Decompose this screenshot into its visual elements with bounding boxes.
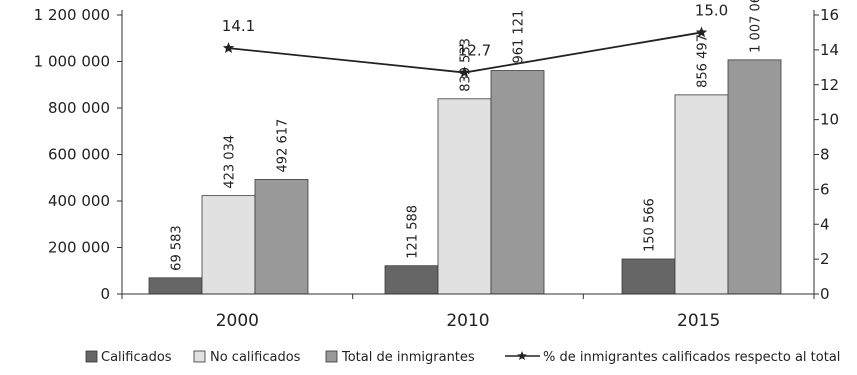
percent-star-marker: [223, 42, 234, 53]
left-tick-label: 400 000: [48, 192, 110, 210]
bar-no-calificados-2010: [438, 99, 491, 294]
line-layer: 14.1 12.7 15.0: [222, 1, 728, 77]
bar-value-label: 1 007 063: [749, 0, 764, 53]
bar-value-label: 69 583: [170, 225, 185, 271]
legend: Calificados No calificados Total de inmi…: [86, 350, 840, 365]
bar-value-label: 150 566: [643, 198, 658, 252]
left-tick-label: 600 000: [48, 146, 110, 164]
right-tick-label: 12: [820, 76, 839, 94]
bar-value-label: 423 034: [223, 135, 238, 189]
bar-total-de-inmigrantes-2015: [728, 60, 781, 294]
percent-value-label: 12.7: [458, 42, 491, 60]
left-tick-label: 800 000: [48, 99, 110, 117]
legend-label-no-calificados: No calificados: [210, 350, 301, 365]
percent-value-label: 14.1: [222, 17, 255, 35]
percent-value-label: 15.0: [695, 1, 728, 19]
right-tick-label: 6: [820, 180, 830, 198]
right-tick-label: 16: [820, 6, 839, 24]
bar-value-label: 492 617: [276, 119, 291, 173]
right-tick-label: 10: [820, 111, 839, 129]
right-tick-label: 8: [820, 146, 830, 164]
legend-swatch-total: [326, 351, 337, 362]
x-category-label: 2015: [677, 311, 720, 331]
bar-total-de-inmigrantes-2000: [255, 179, 308, 294]
left-tick-label: 0: [100, 285, 110, 303]
bar-no-calificados-2000: [202, 196, 255, 294]
left-tick-label: 1 200 000: [34, 6, 110, 24]
bar-total-de-inmigrantes-2010: [491, 71, 544, 294]
legend-label-percent: % de inmigrantes calificados respecto al…: [543, 350, 840, 365]
right-tick-label: 14: [820, 41, 839, 59]
x-category-label: 2010: [446, 311, 489, 331]
legend-label-total: Total de inmigrantes: [341, 350, 475, 365]
left-tick-label: 200 000: [48, 239, 110, 257]
legend-star-marker: [517, 351, 527, 360]
x-category-label: 2000: [216, 311, 259, 331]
bar-value-label: 121 588: [406, 205, 421, 259]
legend-swatch-no-calificados: [194, 351, 205, 362]
legend-swatch-calificados: [86, 351, 97, 362]
bar-value-label: 961 121: [512, 10, 527, 64]
bar-calificados-2015: [622, 259, 675, 294]
bar-value-label: 856 497: [696, 34, 711, 88]
right-tick-label: 0: [820, 285, 830, 303]
bar-calificados-2000: [149, 278, 202, 294]
bar-no-calificados-2015: [675, 95, 728, 294]
bar-calificados-2010: [385, 266, 438, 294]
left-tick-label: 1 000 000: [34, 53, 110, 71]
legend-label-calificados: Calificados: [101, 350, 172, 365]
right-tick-label: 2: [820, 250, 830, 268]
right-tick-label: 4: [820, 215, 830, 233]
